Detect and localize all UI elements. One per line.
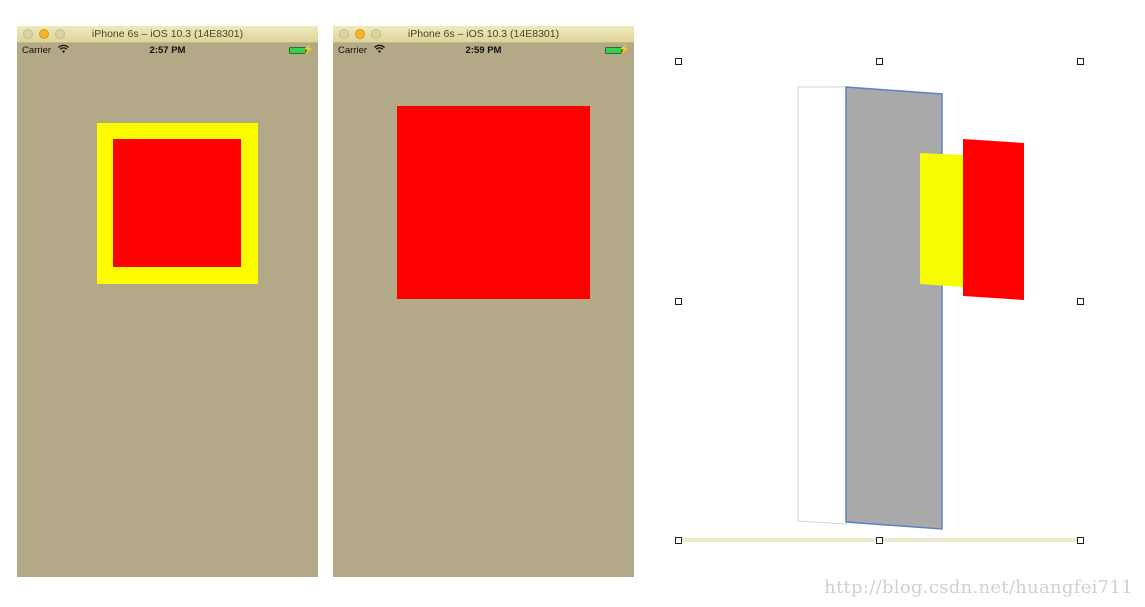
charging-bolt-icon: ⚡ [302, 44, 314, 54]
status-time: 2:57 PM [149, 45, 186, 56]
resize-handle-bottom-right[interactable] [1077, 537, 1084, 544]
view-hierarchy-canvas [678, 86, 1080, 542]
close-window-button[interactable] [23, 29, 33, 39]
window-title: iPhone 6s – iOS 10.3 (14E8301) [407, 28, 560, 40]
zoom-window-button[interactable] [371, 29, 381, 39]
minimize-window-button[interactable] [355, 29, 365, 39]
carrier-label: Carrier [22, 45, 52, 56]
view-hierarchy-3d[interactable] [660, 40, 1100, 560]
red-view[interactable] [397, 106, 590, 299]
resize-handle-top-right[interactable] [1077, 58, 1084, 65]
resize-handle-top-left[interactable] [675, 58, 682, 65]
white-layer [797, 86, 847, 525]
battery-icon [605, 47, 624, 54]
yellow-layer [920, 153, 963, 287]
battery-icon [289, 47, 308, 54]
minimize-window-button[interactable] [39, 29, 49, 39]
status-time: 2:59 PM [465, 45, 502, 56]
close-window-button[interactable] [339, 29, 349, 39]
resize-handle-bottom-left[interactable] [675, 537, 682, 544]
gray-layer [845, 86, 943, 530]
resize-handle-middle-left[interactable] [675, 298, 682, 305]
window-title: iPhone 6s – iOS 10.3 (14E8301) [91, 28, 244, 40]
red-layer [963, 139, 1024, 300]
zoom-window-button[interactable] [55, 29, 65, 39]
resize-handle-top-center[interactable] [876, 58, 883, 65]
ios-status-bar: Carrier 2:57 PM ⚡ [17, 43, 318, 59]
simulator-window-1: iPhone 6s – iOS 10.3 (14E8301) Carrier 2… [17, 26, 318, 577]
wifi-icon [58, 44, 69, 53]
ios-status-bar: Carrier 2:59 PM ⚡ [333, 43, 634, 59]
simulator-window-2: iPhone 6s – iOS 10.3 (14E8301) Carrier 2… [333, 26, 634, 577]
charging-bolt-icon: ⚡ [618, 44, 630, 54]
yellow-view[interactable] [97, 123, 258, 284]
watermark: http://blog.csdn.net/huangfei711 [824, 577, 1133, 598]
carrier-label: Carrier [338, 45, 368, 56]
window-titlebar[interactable]: iPhone 6s – iOS 10.3 (14E8301) [17, 26, 318, 43]
window-titlebar[interactable]: iPhone 6s – iOS 10.3 (14E8301) [333, 26, 634, 43]
resize-handle-middle-right[interactable] [1077, 298, 1084, 305]
red-view[interactable] [113, 139, 241, 267]
wifi-icon [374, 44, 385, 53]
resize-handle-bottom-center[interactable] [876, 537, 883, 544]
